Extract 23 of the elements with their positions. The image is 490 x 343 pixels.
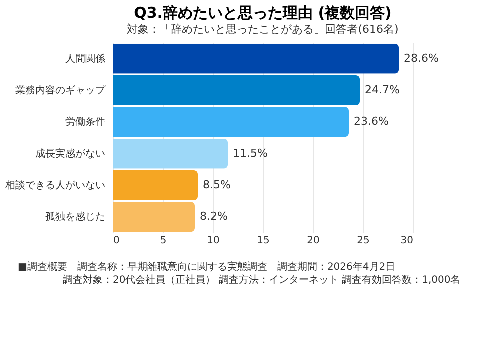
y-tick-label: 相談できる人がいない: [6, 180, 106, 192]
y-tick-label: 成長実感がない: [36, 148, 106, 160]
data-label: 28.6%: [404, 52, 439, 65]
chart-subtitle: 対象：「辞めたいと思ったことがある」回答者(616名): [127, 23, 399, 36]
text: ■調査概要 調査名称：早期離職意向に関する実態調査 調査期間：2026年4月2日: [18, 261, 396, 273]
x-tick-label: 10: [207, 236, 220, 246]
y-tick-label: 労働条件: [66, 116, 106, 128]
x-tick-label: 20: [307, 236, 320, 246]
y-tick-label: 孤独を感じた: [46, 211, 106, 224]
data-label: 8.2%: [200, 210, 228, 224]
data-label: 11.5%: [233, 146, 268, 160]
data-label: 23.6%: [354, 115, 389, 128]
text: 調査対象：20代会社員（正社員） 調査方法：インターネット 調査有効回答数：1,000名: [63, 274, 461, 286]
x-tick-label: 25: [357, 236, 370, 246]
y-tick-label: 人間関係: [66, 52, 106, 65]
data-label: 24.7%: [365, 84, 400, 96]
x-tick-label: 30: [400, 236, 414, 246]
y-tick-label: 業務内容のギャップ: [16, 84, 106, 96]
data-label: 8.5%: [203, 178, 231, 192]
x-tick-label: 5: [160, 236, 167, 246]
chart-title: Q3.辞めたいと思った理由 (複数回答): [134, 4, 392, 22]
x-tick-label: 0: [114, 236, 120, 246]
x-tick-label: 15: [257, 236, 270, 246]
